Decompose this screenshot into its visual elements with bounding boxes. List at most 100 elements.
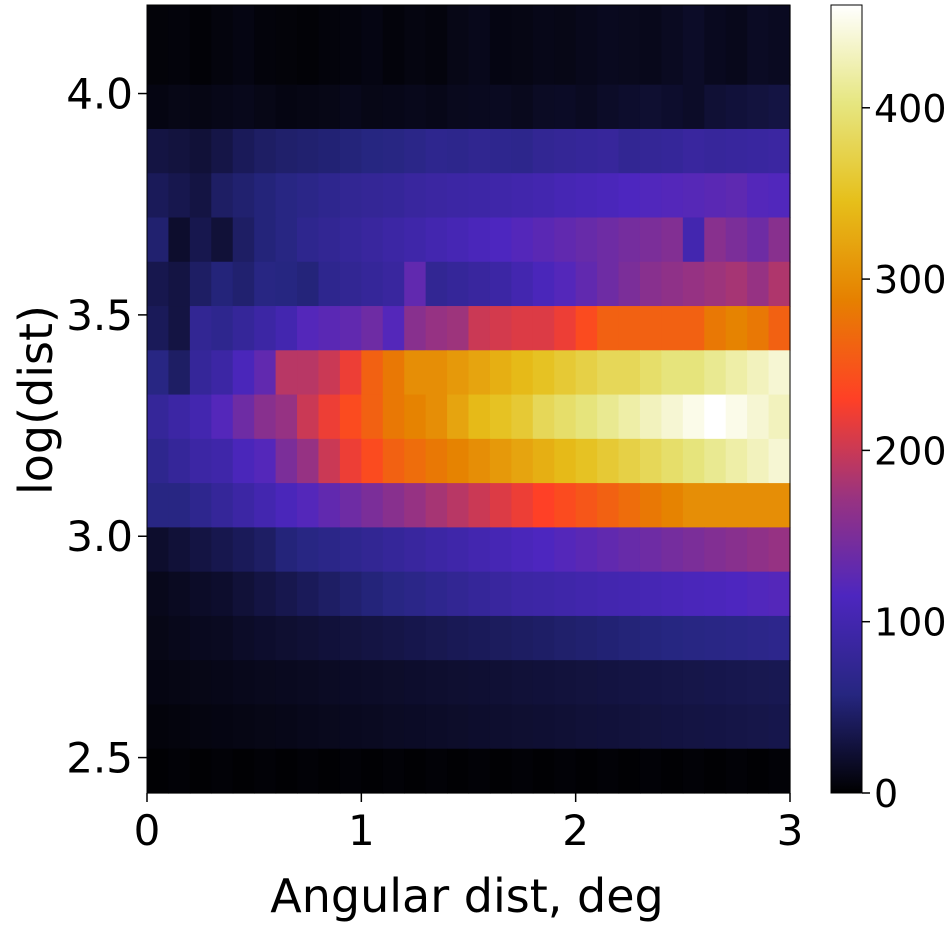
- heatmap-cell: [275, 704, 298, 750]
- heatmap-cell: [661, 350, 684, 396]
- heatmap-cell: [425, 350, 448, 396]
- heatmap-cell: [318, 128, 341, 174]
- heatmap-cell: [682, 704, 705, 750]
- heatmap-cell: [297, 527, 320, 573]
- heatmap-cell: [768, 84, 791, 130]
- heatmap-cell: [254, 527, 277, 573]
- heatmap-cell: [725, 483, 748, 528]
- heatmap-cell: [618, 261, 641, 307]
- heatmap-cell: [382, 5, 405, 86]
- heatmap-cell: [404, 438, 427, 484]
- heatmap-cell: [725, 306, 748, 351]
- heatmap-cell: [511, 5, 534, 86]
- heatmap-cell: [318, 704, 341, 750]
- heatmap-cell: [725, 350, 748, 396]
- heatmap-cell: [232, 748, 255, 794]
- heatmap-cell: [597, 173, 620, 219]
- heatmap-cell: [639, 438, 662, 484]
- heatmap-cell: [168, 128, 191, 174]
- heatmap-cell: [275, 350, 298, 396]
- heatmap-cell: [447, 527, 470, 573]
- heatmap-cell: [318, 261, 341, 307]
- colorbar-tick-label: 400: [874, 87, 945, 131]
- heatmap-cell: [682, 350, 705, 396]
- heatmap-cell: [425, 704, 448, 750]
- heatmap-cell: [339, 84, 362, 130]
- heatmap-cell: [297, 615, 320, 661]
- heatmap-cell: [254, 128, 277, 174]
- heatmap-cell: [489, 571, 512, 617]
- heatmap-cell: [275, 483, 298, 528]
- heatmap-cell: [147, 128, 170, 174]
- heatmap-cell: [254, 173, 277, 219]
- heatmap-cell: [339, 748, 362, 794]
- heatmap-cell: [189, 261, 212, 307]
- heatmap-cell: [747, 571, 770, 617]
- heatmap-cell: [425, 217, 448, 263]
- heatmap-cell: [254, 438, 277, 484]
- heatmap-cell: [382, 527, 405, 573]
- heatmap-cell: [361, 483, 384, 528]
- heatmap-cell: [168, 615, 191, 661]
- heatmap-cell: [639, 394, 662, 440]
- heatmap-cell: [704, 438, 727, 484]
- heatmap-cell: [768, 261, 791, 307]
- heatmap-cell: [725, 704, 748, 750]
- heatmap-cell: [404, 306, 427, 351]
- heatmap-cell: [189, 84, 212, 130]
- heatmap-cell: [511, 660, 534, 706]
- heatmap-cell: [425, 527, 448, 573]
- heatmap-cell: [168, 173, 191, 219]
- heatmap-cell: [425, 306, 448, 351]
- heatmap-cell: [532, 5, 555, 86]
- heatmap-cell: [768, 615, 791, 661]
- heatmap-cell: [168, 527, 191, 573]
- heatmap-cell: [297, 571, 320, 617]
- heatmap-cell: [425, 748, 448, 794]
- heatmap-cell: [639, 748, 662, 794]
- heatmap-cell: [725, 128, 748, 174]
- heatmap-cell: [318, 571, 341, 617]
- heatmap-cell: [468, 173, 491, 219]
- heatmap-cell: [639, 84, 662, 130]
- heatmap-cell: [639, 704, 662, 750]
- heatmap-cell: [554, 438, 577, 484]
- heatmap-cell: [489, 306, 512, 351]
- heatmap-cell: [575, 84, 598, 130]
- heatmap-cell: [511, 438, 534, 484]
- heatmap-cell: [511, 261, 534, 307]
- heatmap-cell: [661, 261, 684, 307]
- heatmap-cell: [147, 527, 170, 573]
- heatmap-cell: [768, 483, 791, 528]
- heatmap-cell: [597, 748, 620, 794]
- heatmap-cell: [661, 173, 684, 219]
- heatmap-cell: [768, 173, 791, 219]
- heatmap-cell: [339, 615, 362, 661]
- heatmap-cell: [618, 217, 641, 263]
- heatmap-cell: [232, 350, 255, 396]
- heatmap-cell: [532, 173, 555, 219]
- heatmap-cell: [361, 5, 384, 86]
- colorbar-tick-label: 100: [874, 601, 945, 645]
- heatmap-cell: [747, 660, 770, 706]
- heatmap-cell: [297, 5, 320, 86]
- heatmap-cell: [318, 173, 341, 219]
- heatmap-cell: [275, 394, 298, 440]
- heatmap-cell: [297, 261, 320, 307]
- heatmap-cell: [425, 173, 448, 219]
- heatmap-cell: [168, 84, 191, 130]
- heatmap-cell: [554, 394, 577, 440]
- heatmap-cell: [747, 306, 770, 351]
- heatmap-cell: [361, 438, 384, 484]
- heatmap-cell: [554, 84, 577, 130]
- heatmap-cell: [147, 306, 170, 351]
- heatmap-cell: [254, 704, 277, 750]
- heatmap-cell: [211, 350, 234, 396]
- heatmap-cell: [425, 261, 448, 307]
- heatmap-cell: [211, 571, 234, 617]
- heatmap-cell: [425, 394, 448, 440]
- heatmap-cell: [725, 615, 748, 661]
- heatmap-cell: [404, 84, 427, 130]
- heatmap-cell: [361, 350, 384, 396]
- heatmap-cell: [575, 350, 598, 396]
